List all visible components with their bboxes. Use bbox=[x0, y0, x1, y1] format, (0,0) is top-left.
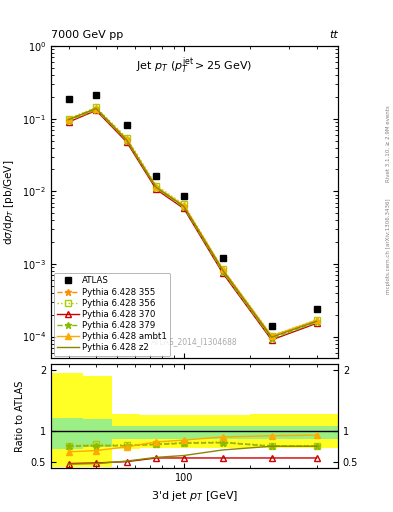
Line: Pythia 6.428 370: Pythia 6.428 370 bbox=[65, 107, 320, 344]
ATLAS bbox=[124, 121, 129, 127]
Pythia 6.428 356 bbox=[220, 266, 225, 272]
ATLAS bbox=[66, 96, 71, 102]
Pythia 6.428 356 bbox=[124, 135, 129, 141]
Pythia 6.428 370 bbox=[314, 321, 319, 327]
Text: ATLAS_2014_I1304688: ATLAS_2014_I1304688 bbox=[151, 337, 238, 346]
Pythia 6.428 z2 bbox=[269, 334, 274, 340]
Pythia 6.428 356 bbox=[314, 317, 319, 323]
Line: Pythia 6.428 ambt1: Pythia 6.428 ambt1 bbox=[65, 105, 320, 339]
Pythia 6.428 379 bbox=[94, 106, 99, 113]
Pythia 6.428 355 bbox=[182, 203, 186, 209]
Pythia 6.428 379 bbox=[124, 138, 129, 144]
ATLAS bbox=[314, 306, 319, 312]
ATLAS bbox=[269, 323, 274, 329]
Text: mcplots.cern.ch [arXiv:1306.3436]: mcplots.cern.ch [arXiv:1306.3436] bbox=[386, 198, 391, 293]
Pythia 6.428 356 bbox=[154, 182, 159, 188]
Pythia 6.428 z2 bbox=[66, 117, 71, 123]
Pythia 6.428 z2 bbox=[94, 105, 99, 112]
Pythia 6.428 379 bbox=[314, 319, 319, 326]
Pythia 6.428 z2 bbox=[124, 137, 129, 143]
Pythia 6.428 355 bbox=[124, 136, 129, 142]
Pythia 6.428 355 bbox=[269, 334, 274, 340]
Pythia 6.428 356 bbox=[182, 201, 186, 207]
Pythia 6.428 356 bbox=[94, 104, 99, 111]
Pythia 6.428 ambt1 bbox=[314, 317, 319, 323]
Text: Rivet 3.1.10, ≥ 2.9M events: Rivet 3.1.10, ≥ 2.9M events bbox=[386, 105, 391, 182]
Line: Pythia 6.428 z2: Pythia 6.428 z2 bbox=[68, 109, 317, 337]
Pythia 6.428 370 bbox=[94, 108, 99, 114]
Text: Jet $p_T$ ($p_T^{\rm jet}>25$ GeV): Jet $p_T$ ($p_T^{\rm jet}>25$ GeV) bbox=[136, 55, 253, 76]
Pythia 6.428 ambt1 bbox=[182, 202, 186, 208]
Pythia 6.428 z2 bbox=[314, 318, 319, 325]
Pythia 6.428 ambt1 bbox=[269, 333, 274, 339]
Line: Pythia 6.428 356: Pythia 6.428 356 bbox=[66, 104, 320, 338]
Text: 7000 GeV pp: 7000 GeV pp bbox=[51, 30, 123, 40]
Pythia 6.428 z2 bbox=[182, 203, 186, 209]
Pythia 6.428 355 bbox=[154, 184, 159, 190]
Pythia 6.428 379 bbox=[220, 269, 225, 275]
ATLAS bbox=[220, 255, 225, 261]
Pythia 6.428 379 bbox=[182, 204, 186, 210]
X-axis label: 3'd jet $p_T$ [GeV]: 3'd jet $p_T$ [GeV] bbox=[151, 489, 238, 503]
Line: Pythia 6.428 355: Pythia 6.428 355 bbox=[65, 104, 320, 340]
ATLAS bbox=[182, 194, 186, 200]
Pythia 6.428 370 bbox=[182, 205, 186, 211]
Pythia 6.428 370 bbox=[154, 186, 159, 193]
ATLAS bbox=[154, 174, 159, 180]
Pythia 6.428 355 bbox=[220, 267, 225, 273]
Pythia 6.428 370 bbox=[124, 139, 129, 145]
Pythia 6.428 ambt1 bbox=[124, 136, 129, 142]
Pythia 6.428 z2 bbox=[154, 184, 159, 190]
Y-axis label: Ratio to ATLAS: Ratio to ATLAS bbox=[15, 380, 25, 452]
Pythia 6.428 379 bbox=[154, 185, 159, 191]
Pythia 6.428 ambt1 bbox=[154, 184, 159, 190]
Pythia 6.428 z2 bbox=[220, 267, 225, 273]
Pythia 6.428 379 bbox=[269, 336, 274, 342]
Pythia 6.428 ambt1 bbox=[220, 266, 225, 272]
Pythia 6.428 ambt1 bbox=[66, 116, 71, 122]
Line: ATLAS: ATLAS bbox=[65, 91, 320, 329]
Text: tt: tt bbox=[329, 30, 338, 40]
Pythia 6.428 370 bbox=[269, 337, 274, 343]
Pythia 6.428 370 bbox=[66, 119, 71, 125]
Pythia 6.428 370 bbox=[220, 270, 225, 276]
Legend: ATLAS, Pythia 6.428 355, Pythia 6.428 356, Pythia 6.428 370, Pythia 6.428 379, P: ATLAS, Pythia 6.428 355, Pythia 6.428 35… bbox=[54, 273, 171, 356]
Pythia 6.428 355 bbox=[94, 105, 99, 111]
Y-axis label: d$\sigma$/d$p_T$ [pb/GeV]: d$\sigma$/d$p_T$ [pb/GeV] bbox=[2, 160, 17, 245]
Pythia 6.428 356 bbox=[66, 116, 71, 122]
Pythia 6.428 356 bbox=[269, 332, 274, 338]
Pythia 6.428 355 bbox=[66, 116, 71, 122]
Pythia 6.428 ambt1 bbox=[94, 105, 99, 112]
Pythia 6.428 379 bbox=[66, 118, 71, 124]
Pythia 6.428 355 bbox=[314, 317, 319, 324]
ATLAS bbox=[94, 92, 99, 98]
Line: Pythia 6.428 379: Pythia 6.428 379 bbox=[65, 106, 320, 343]
